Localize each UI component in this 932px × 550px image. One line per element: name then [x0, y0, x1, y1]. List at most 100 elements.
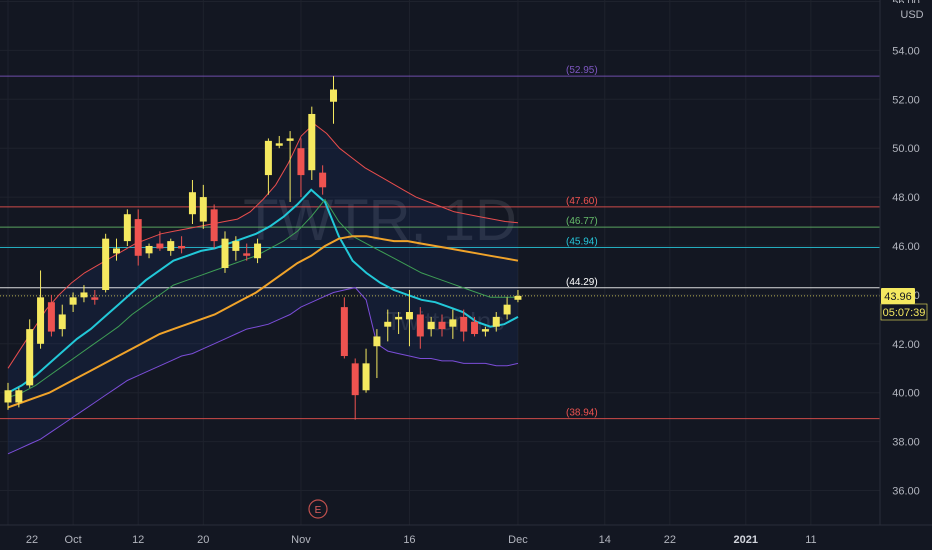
candle-body	[210, 209, 218, 242]
candle[interactable]	[449, 309, 457, 339]
candle-body	[427, 321, 435, 330]
candle-body	[275, 143, 283, 146]
candle[interactable]	[221, 231, 229, 273]
candle-body	[4, 390, 12, 403]
candle-body	[91, 297, 99, 300]
candle[interactable]	[145, 243, 153, 259]
price-tick-label: 50.00	[892, 143, 920, 155]
candle[interactable]	[405, 290, 413, 347]
earnings-marker[interactable]: E	[308, 499, 328, 519]
candle-body	[134, 219, 142, 256]
candle[interactable]	[308, 106, 316, 180]
currency-box	[889, 3, 921, 25]
candle[interactable]	[4, 382, 12, 410]
candle[interactable]	[199, 184, 207, 229]
candle[interactable]	[275, 135, 283, 149]
candle-body	[471, 321, 479, 335]
candle[interactable]	[188, 179, 196, 224]
candle-body	[188, 192, 196, 215]
candle[interactable]	[427, 316, 435, 337]
candle[interactable]	[384, 309, 392, 342]
candle[interactable]	[460, 309, 468, 342]
candle-body	[395, 316, 403, 320]
candle-body	[37, 297, 45, 344]
candle[interactable]	[340, 297, 348, 359]
indicator-upper-band	[7, 123, 519, 369]
candle[interactable]	[15, 387, 23, 408]
candle-body	[232, 241, 240, 251]
candle-body	[416, 314, 424, 337]
candle[interactable]	[395, 312, 403, 335]
candle[interactable]	[330, 76, 337, 124]
price-axis[interactable]: 56.0054.0052.0050.0048.0046.0044.0042.00…	[892, 0, 920, 498]
candle[interactable]	[210, 204, 218, 249]
candle[interactable]	[243, 243, 251, 261]
candle[interactable]	[492, 312, 500, 332]
candle[interactable]	[69, 292, 77, 313]
candle-body	[102, 238, 110, 291]
candle[interactable]	[91, 290, 99, 305]
candle[interactable]	[416, 307, 424, 349]
candle[interactable]	[297, 138, 305, 198]
candle[interactable]	[481, 326, 489, 337]
candle[interactable]	[503, 297, 511, 320]
candle[interactable]	[514, 290, 522, 303]
candle[interactable]	[351, 358, 359, 420]
candle[interactable]	[80, 285, 88, 303]
candle-body	[438, 321, 446, 330]
candle-body	[384, 321, 392, 327]
candle[interactable]	[58, 304, 66, 337]
candle[interactable]	[254, 238, 262, 264]
indicator-ema-fast	[7, 188, 519, 394]
last-price-tag: 43.96 05:07:39	[880, 288, 928, 321]
candle-body	[243, 253, 251, 256]
candle-body	[145, 246, 153, 254]
candle-body	[178, 246, 186, 249]
candle[interactable]	[37, 270, 45, 349]
candle[interactable]	[134, 209, 142, 266]
candle[interactable]	[373, 329, 381, 379]
indicator-lines	[7, 123, 519, 455]
candle[interactable]	[47, 294, 55, 337]
candle-body	[449, 319, 457, 327]
indicator-ma	[7, 235, 519, 409]
candlesticks[interactable]	[4, 76, 522, 420]
level-label: (45.94)	[566, 236, 598, 247]
candle-body	[319, 172, 327, 188]
price-tick-label: 42.00	[892, 339, 920, 351]
candle[interactable]	[102, 233, 110, 293]
candle[interactable]	[178, 236, 186, 254]
candle-body	[373, 336, 381, 347]
candle-body	[58, 314, 66, 330]
candle[interactable]	[438, 314, 446, 337]
candle[interactable]	[26, 319, 34, 388]
candle[interactable]	[123, 209, 131, 246]
candle[interactable]	[156, 231, 164, 251]
time-axis[interactable]: 22 Oct 12 20 Nov 16 Dec 14 22 2021 11	[26, 534, 817, 546]
candle-body	[481, 329, 489, 332]
candle-body	[47, 302, 55, 332]
time-tick-label: 11	[805, 534, 816, 546]
time-tick-label: 12	[132, 534, 144, 546]
symbol-watermark: TWTR, 1D	[243, 188, 517, 253]
candle[interactable]	[286, 131, 294, 202]
candle[interactable]	[471, 316, 479, 337]
level-label: (46.77)	[566, 216, 598, 227]
candle[interactable]	[264, 138, 272, 195]
countdown-tag-bg	[880, 303, 928, 321]
candle[interactable]	[319, 165, 327, 195]
candle[interactable]	[362, 348, 370, 393]
time-tick-label: 16	[403, 534, 415, 546]
candle[interactable]	[232, 236, 240, 261]
candle[interactable]	[113, 238, 120, 261]
candle-body	[405, 312, 413, 320]
candle-body	[351, 363, 359, 396]
candle-body	[264, 140, 272, 176]
indicator-ema-slow	[7, 198, 518, 399]
candle-body	[199, 197, 207, 222]
candle-body	[254, 243, 262, 259]
time-tick-label: 14	[599, 534, 611, 546]
candle-body	[221, 238, 229, 269]
candle[interactable]	[167, 238, 175, 256]
